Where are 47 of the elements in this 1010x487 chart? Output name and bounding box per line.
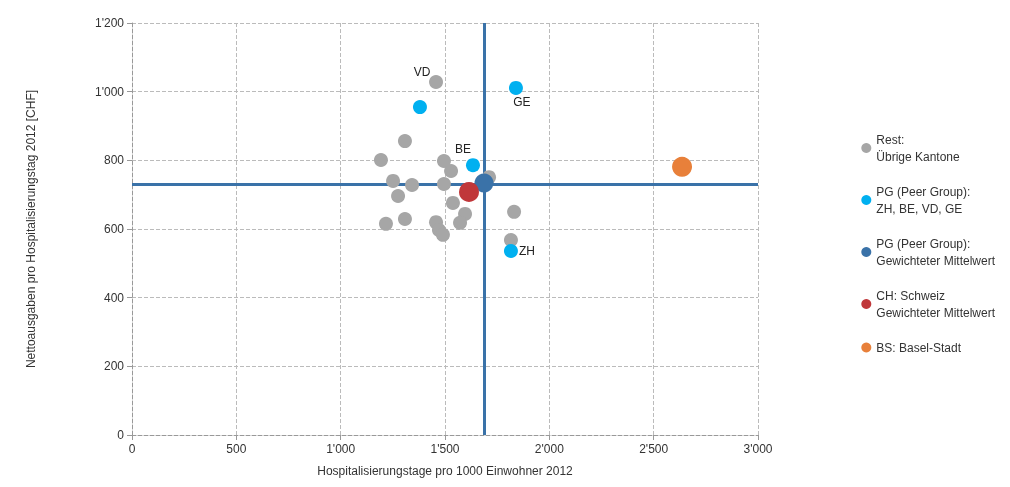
y-tick-label: 800 [103,153,125,168]
point [503,243,518,258]
x-tick-label: 1'500 [430,442,460,456]
y-tick-label: 600 [103,222,125,236]
point [429,75,444,90]
point [397,212,412,227]
annotation: BE [454,142,471,157]
legend-label: Rest: Übrige Kantone [876,132,961,164]
y-tick-label: 200 [103,359,125,374]
point [373,152,388,167]
annotation: VD [413,65,431,80]
x-tick-label: 1'000 [326,442,356,456]
y-axis-title: Nettoausgaben pro Hospitalisierungstag 2012 [CHF] [24,89,38,369]
point [386,173,401,188]
point [412,100,427,115]
legend-label: PG (Peer Group): ZH, BE, VD, GE [876,184,971,216]
point [378,216,393,231]
point [436,177,451,192]
x-axis-title: Hospitalisierungstage pro 1000 Einwohner 2012 [317,464,574,478]
y-tick-label: 0 [117,428,125,442]
point [405,178,420,193]
y-tick-label: 1'200 [95,16,125,30]
x-tick-label: 2'000 [534,442,565,456]
point [435,227,450,242]
point [465,158,480,173]
annotation: GE [513,94,531,109]
x-tick-label: 500 [226,442,247,456]
point [459,181,479,202]
annotation: ZH [518,243,535,258]
point [445,195,460,210]
x-tick-label: 3'000 [743,442,773,456]
point [474,173,494,193]
x-tick-label: 0 [128,442,136,456]
point [453,215,468,230]
point [444,163,459,178]
point [508,80,523,95]
y-tick-label: 400 [103,290,125,305]
y-tick-label: 1'000 [95,84,125,99]
point [397,134,412,149]
point [436,154,451,169]
point [507,204,522,219]
point [672,156,693,177]
point [391,189,406,204]
x-tick-label: 2'500 [639,442,669,456]
legend-label: BS: Basel-Stadt [876,340,962,355]
legend-label: PG (Peer Group): Gewichteter Mittelwert [876,236,996,268]
legend-label: CH: Schweiz Gewichteter Mittelwert [876,288,996,320]
